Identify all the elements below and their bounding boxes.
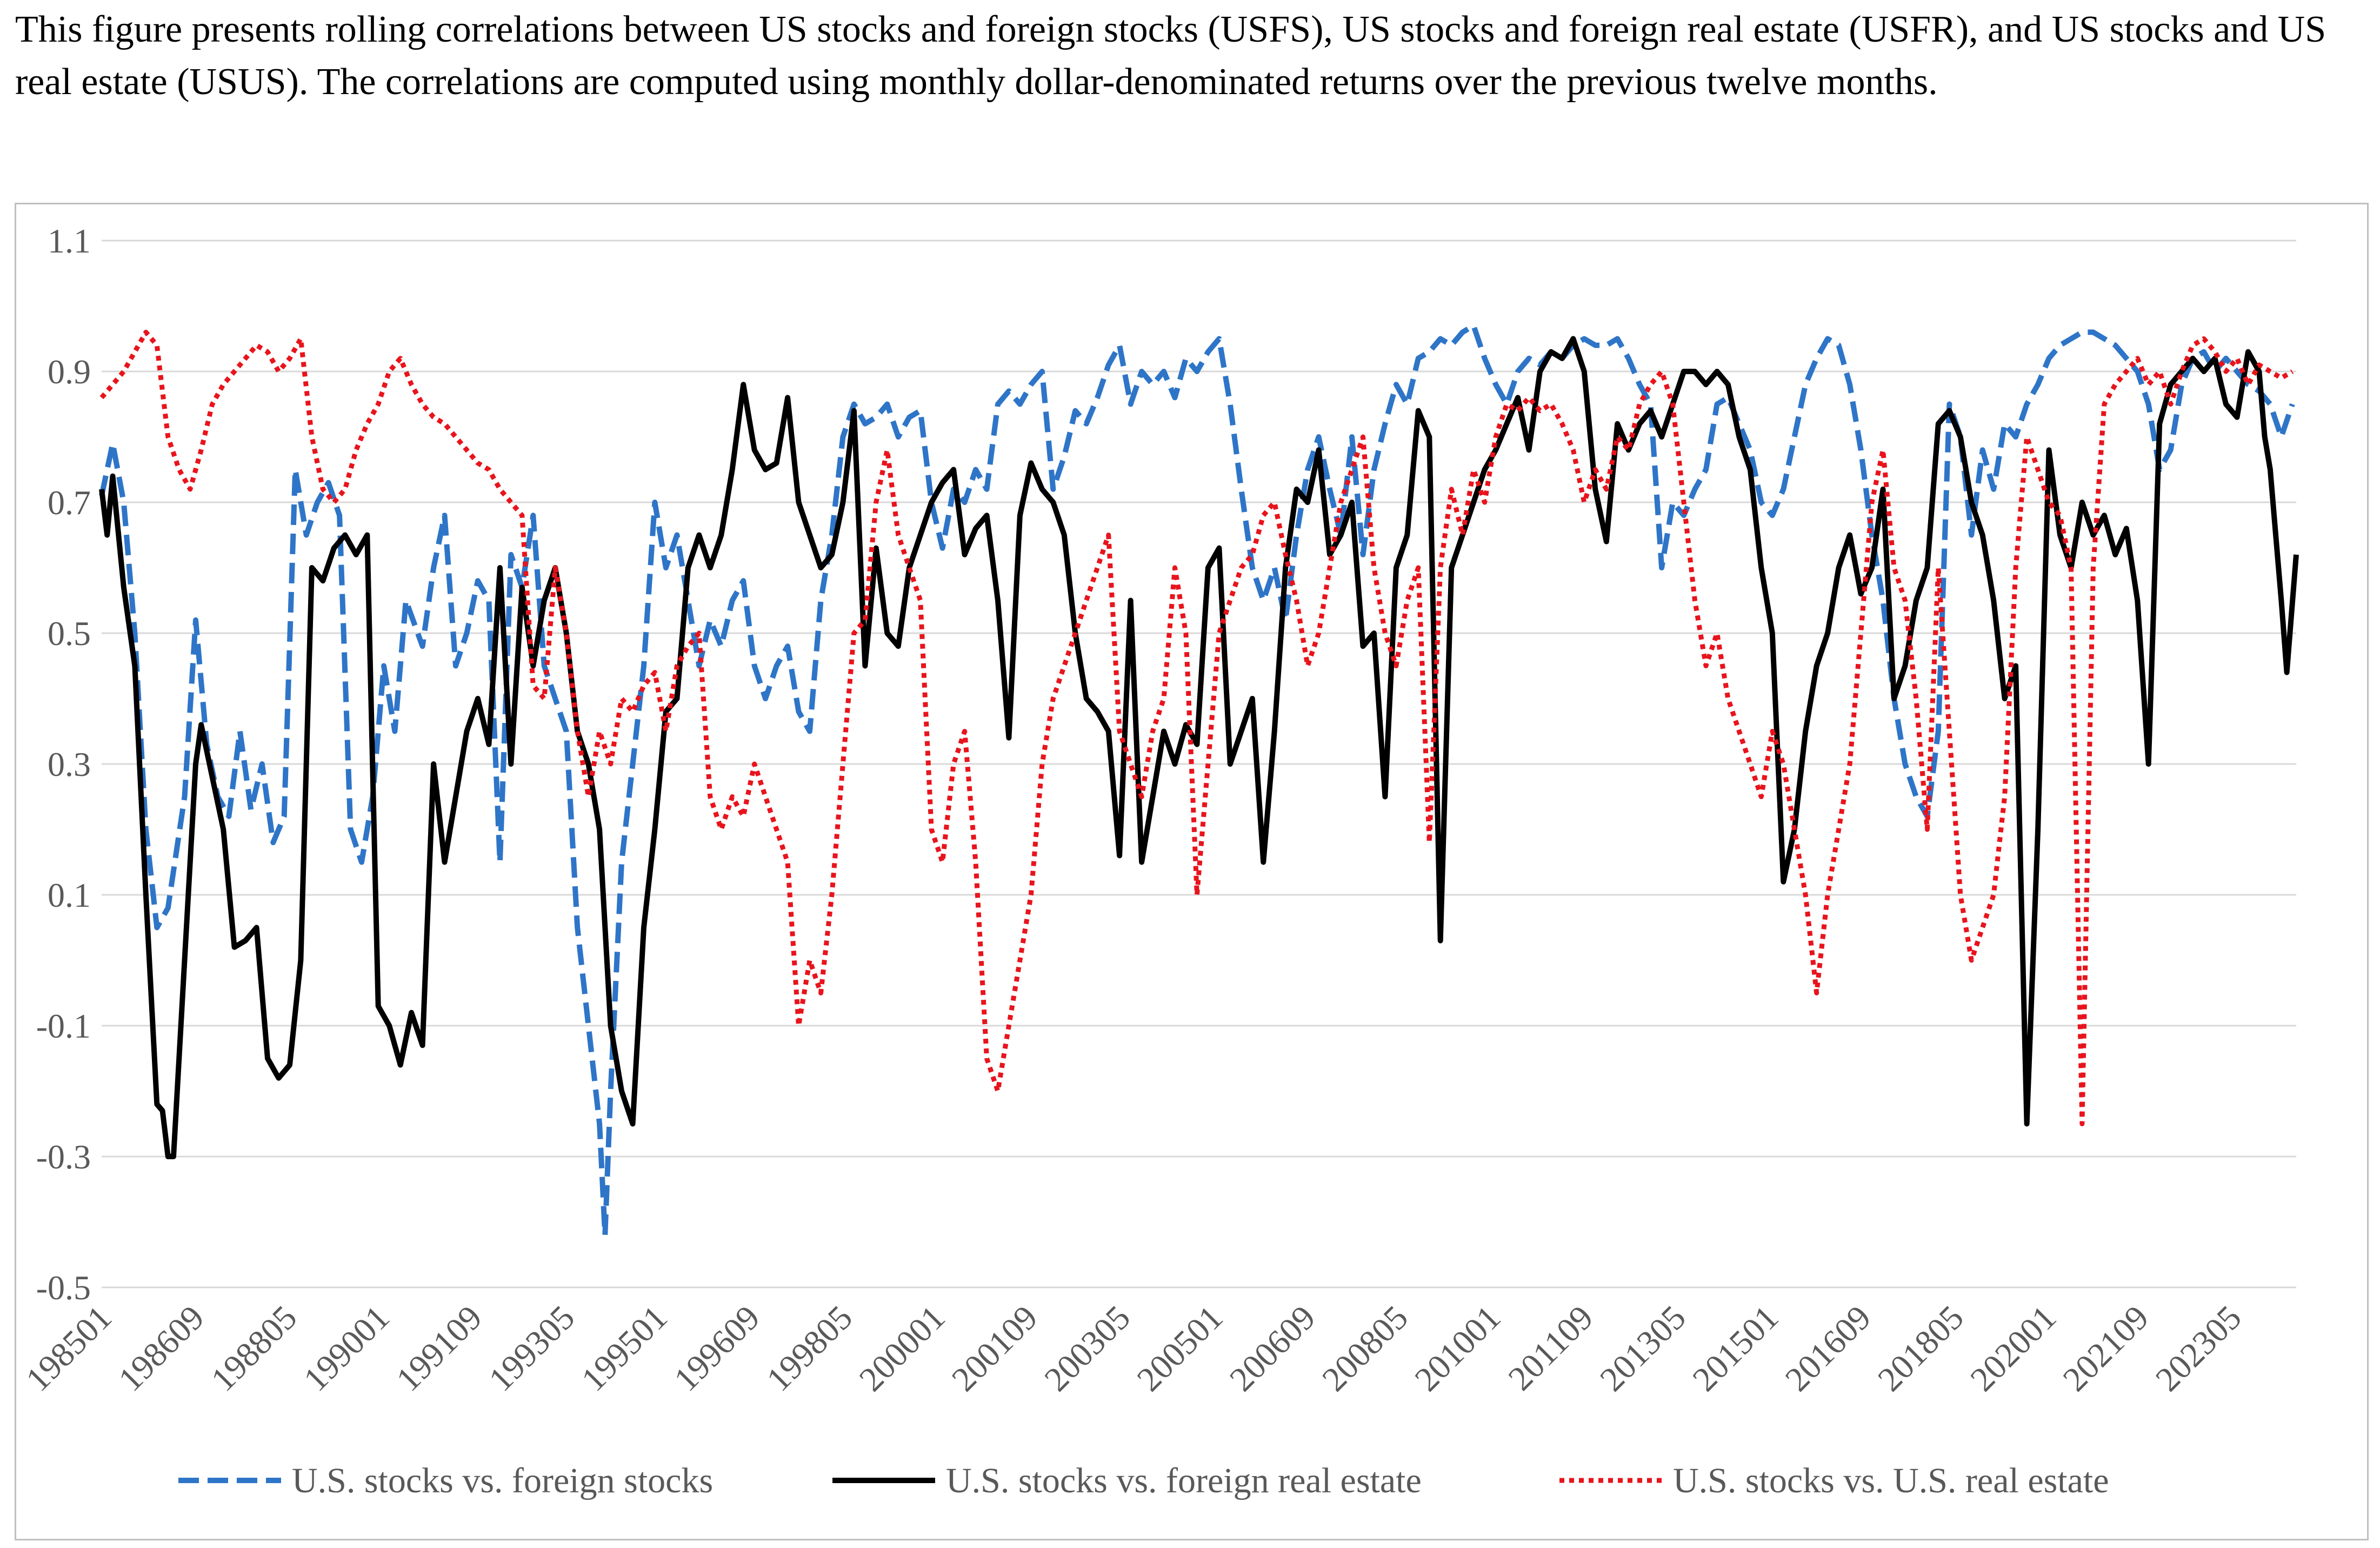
x-tick-label: 201805 [1870,1298,1971,1399]
legend: U.S. stocks vs. foreign stocks U.S. stock… [178,1461,2109,1500]
x-axis-tick-labels: 1985011986091988051990011991091993051995… [18,1298,2249,1399]
legend-label-2: U.S. stocks vs. foreign real estate [946,1461,1422,1500]
x-tick-label: 198501 [18,1298,119,1399]
y-tick-label: 0.3 [48,745,91,783]
x-tick-label: 201609 [1778,1298,1878,1399]
series-lines [99,323,2299,1238]
y-tick-label: -0.3 [36,1138,91,1176]
legend-label-3: U.S. stocks vs. U.S. real estate [1673,1461,2109,1500]
x-tick-label: 199109 [389,1298,489,1399]
x-tick-label: 199805 [759,1298,859,1399]
x-tick-label: 201001 [1407,1298,1508,1399]
x-tick-label: 199609 [666,1298,767,1399]
chart-frame: 1.1 0.9 0.7 0.5 0.3 0.1 -0.1 -0.3 -0.5 198501 198… [15,203,2369,1540]
y-tick-label: 0.1 [48,876,91,914]
line-chart: 1.10.90.70.50.30.1-0.1-0.3-0.5 198501198… [18,222,2299,1500]
x-tick-label: 200501 [1130,1298,1230,1399]
x-tick-label: 200001 [852,1298,952,1399]
x-tick-label: 201501 [1685,1298,1785,1399]
y-tick-label: 0.9 [48,353,91,391]
x-tick-label: 200609 [1222,1298,1323,1399]
x-tick-label: 202305 [2148,1298,2249,1399]
x-tick-label: 198609 [111,1298,211,1399]
y-tick-label: 1.1 [48,222,91,260]
series-line-2 [99,336,2299,1159]
x-tick-label: 202001 [1963,1298,2063,1399]
x-tick-label: 199305 [481,1298,582,1399]
x-tick-label: 200805 [1315,1298,1415,1399]
y-tick-label: 0.7 [48,483,91,522]
x-tick-label: 201305 [1592,1298,1693,1399]
x-tick-label: 199001 [296,1298,397,1399]
x-tick-label: 200305 [1037,1298,1137,1399]
legend-label-1: U.S. stocks vs. foreign stocks [292,1461,713,1500]
x-tick-label: 198805 [204,1298,304,1399]
y-tick-label: 0.5 [48,614,91,653]
gridlines [102,240,2296,1288]
y-tick-label: -0.1 [36,1007,91,1045]
x-tick-label: 202109 [2056,1298,2156,1399]
series-line-3 [99,329,2294,1126]
y-axis-tick-labels: 1.1 0.9 0.7 0.5 0.3 0.1 -0.1 -0.3 -0.5 [36,222,91,1307]
y-tick-label: -0.5 [36,1268,91,1307]
x-tick-label: 199501 [574,1298,675,1399]
figure-caption: This figure presents rolling correlation… [15,9,2326,103]
x-tick-label: 201109 [1501,1298,1600,1398]
x-tick-label: 200109 [944,1298,1045,1399]
